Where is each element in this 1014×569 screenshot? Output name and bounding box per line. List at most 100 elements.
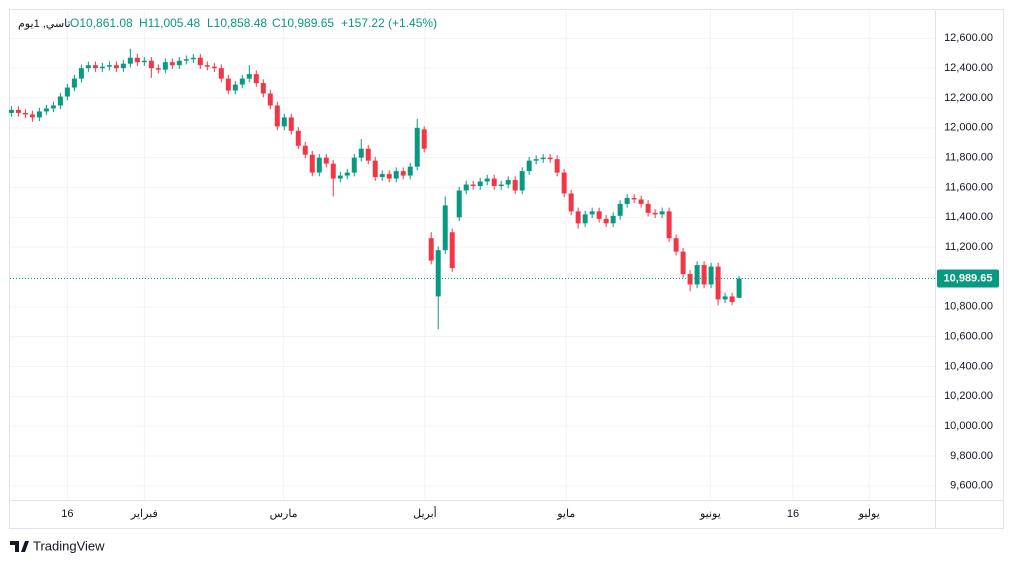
candle-body	[603, 218, 609, 224]
y-tick-label: 10,200.00	[944, 390, 993, 402]
candle-body	[218, 68, 224, 79]
candle-body	[533, 159, 539, 161]
candle-body	[204, 65, 210, 67]
candle-body	[323, 157, 329, 164]
x-tick-label: يوليو	[858, 508, 880, 520]
candle-body	[645, 203, 651, 213]
candle-body	[491, 178, 497, 187]
candle-body	[449, 232, 455, 269]
last-price-label: 10,989.65	[944, 272, 993, 284]
candle-body	[267, 93, 273, 106]
candle-body	[589, 211, 595, 215]
candle-body	[694, 265, 700, 285]
candle-body	[155, 68, 161, 70]
candle-body	[15, 109, 21, 113]
candle-body	[43, 108, 49, 112]
candle-body	[85, 65, 91, 69]
candle-body	[638, 199, 644, 204]
candle-body	[169, 62, 175, 66]
candle-body	[281, 117, 287, 127]
candle-body	[36, 111, 42, 118]
candle-body	[127, 57, 133, 64]
candle-body	[197, 57, 203, 66]
y-tick-label: 11,200.00	[945, 241, 993, 253]
ohlc-close: C10,989.65	[272, 16, 334, 30]
candle-body	[477, 181, 483, 187]
x-tick-label: 16	[61, 508, 73, 520]
candle-body	[260, 83, 266, 94]
y-tick-label: 9,600.00	[950, 480, 993, 492]
candle-body	[715, 266, 721, 300]
y-tick-label: 11,800.00	[945, 152, 993, 164]
candle-body	[687, 274, 693, 285]
candle-body	[225, 78, 231, 91]
candle-body	[330, 163, 336, 179]
candle-body	[351, 157, 357, 173]
candle-body	[442, 205, 448, 251]
candle-body	[652, 212, 658, 215]
candle-body	[372, 160, 378, 178]
candle-body	[736, 278, 742, 298]
candle-body	[617, 203, 623, 216]
candle-body	[673, 238, 679, 252]
brand-name: TradingView	[33, 538, 105, 553]
candle-body	[547, 157, 553, 160]
candle-body	[239, 78, 245, 85]
candle-body	[701, 265, 707, 285]
candle-body	[519, 171, 525, 191]
chart-frame	[9, 9, 1004, 529]
candle-body	[302, 145, 308, 155]
candle-body	[29, 114, 35, 118]
y-tick-label: 10,000.00	[944, 420, 993, 432]
ohlc-change: +157.22 (+1.45%)	[341, 16, 437, 30]
candle-body	[78, 68, 84, 79]
candle-body	[162, 62, 168, 70]
candle-body	[113, 65, 119, 69]
candle-body	[92, 65, 98, 69]
candle-body	[106, 65, 112, 67]
x-tick-label: مايو	[556, 508, 575, 520]
candle-body	[120, 63, 126, 69]
logo-mark	[10, 541, 29, 552]
candle-body	[141, 60, 147, 63]
candle-body	[596, 211, 602, 219]
candle-body	[512, 180, 518, 191]
candle-body	[211, 66, 217, 69]
y-tick-label: 12,400.00	[944, 62, 993, 74]
ohlc-open: O10,861.08	[70, 16, 133, 30]
candle-body	[309, 154, 315, 173]
y-tick-label: 12,200.00	[944, 92, 993, 104]
candle-body	[344, 172, 350, 176]
candle-body	[407, 166, 413, 176]
grid	[10, 10, 935, 500]
candle-body	[624, 197, 630, 204]
candle-body	[393, 171, 399, 179]
x-tick-label: 16	[787, 508, 799, 520]
candle-body	[22, 112, 28, 115]
candle-body	[498, 184, 504, 187]
candle-body	[680, 251, 686, 275]
candle-body	[379, 174, 385, 178]
candle-body	[722, 296, 728, 300]
ohlc-low: L10,858.48	[207, 16, 267, 30]
candle-body	[50, 105, 56, 109]
candle-body	[358, 148, 364, 158]
candle-body	[57, 96, 63, 106]
candle-body	[666, 211, 672, 239]
candles	[8, 48, 935, 330]
candle-body	[71, 78, 77, 88]
candle-body	[183, 59, 189, 61]
candle-body	[99, 66, 105, 69]
candle-body	[421, 129, 427, 149]
x-tick-label: أبريل	[413, 506, 437, 520]
candle-body	[631, 197, 637, 200]
candle-body	[232, 84, 238, 91]
candle-body	[575, 211, 581, 224]
candle-body	[456, 190, 462, 218]
candle-body	[610, 215, 616, 224]
candle-body	[365, 148, 371, 161]
candle-body	[463, 184, 469, 191]
candle-body	[253, 74, 259, 84]
candle-body	[526, 160, 532, 172]
